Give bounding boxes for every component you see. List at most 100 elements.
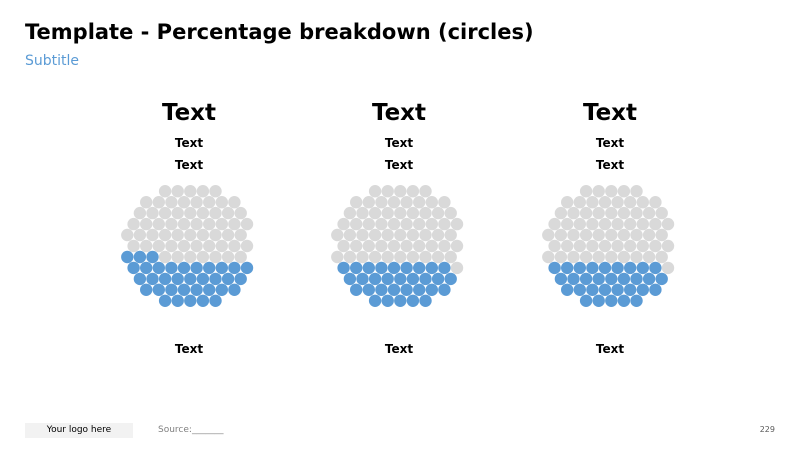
empty-circle xyxy=(611,217,624,231)
empty-circle xyxy=(387,239,401,253)
empty-circle xyxy=(592,250,605,264)
filled-circle xyxy=(337,261,350,275)
filled-circle xyxy=(121,250,134,264)
empty-circle xyxy=(368,206,382,220)
empty-circle xyxy=(184,206,197,220)
filled-circle xyxy=(368,272,382,286)
empty-circle xyxy=(655,206,668,220)
empty-circle xyxy=(171,185,184,198)
column-text-line-2: Text xyxy=(384,158,414,172)
empty-circle xyxy=(661,239,675,253)
empty-circle xyxy=(548,239,561,253)
empty-circle xyxy=(548,217,561,231)
filled-circle xyxy=(649,283,662,296)
filled-circle xyxy=(196,294,210,307)
empty-circle xyxy=(394,206,407,220)
empty-circle xyxy=(234,228,247,242)
empty-circle xyxy=(617,206,631,220)
page-number: 229 xyxy=(759,425,775,434)
page-subtitle: Subtitle xyxy=(25,53,80,69)
empty-circle xyxy=(636,239,649,253)
empty-circle xyxy=(177,196,191,209)
column-footer-text: Text xyxy=(595,342,625,356)
empty-circle xyxy=(431,228,445,242)
filled-circle xyxy=(240,261,254,275)
filled-circle xyxy=(419,272,432,286)
empty-circle xyxy=(215,196,228,209)
filled-circle xyxy=(228,261,241,275)
empty-circle xyxy=(605,250,618,264)
empty-circle xyxy=(196,250,210,264)
empty-circle xyxy=(611,239,624,253)
empty-circle xyxy=(400,196,413,209)
empty-circle xyxy=(598,239,612,253)
column-text-line-1: Text xyxy=(174,136,204,150)
empty-circle xyxy=(438,196,451,209)
empty-circle xyxy=(554,206,568,220)
filled-circle xyxy=(624,261,637,275)
filled-circle xyxy=(630,294,643,307)
empty-circle xyxy=(387,196,401,209)
empty-circle xyxy=(431,250,445,264)
empty-circle xyxy=(209,206,222,220)
filled-circle xyxy=(561,283,574,296)
empty-circle xyxy=(649,217,662,231)
empty-circle xyxy=(350,239,363,253)
empty-circle xyxy=(624,196,637,209)
column-text-line-1: Text xyxy=(384,136,414,150)
empty-circle xyxy=(406,185,420,198)
breakdown-column-3: Text Text Text Text xyxy=(530,98,690,356)
empty-circle xyxy=(630,185,643,198)
empty-circle xyxy=(419,228,432,242)
empty-circle xyxy=(592,185,605,198)
empty-circle xyxy=(127,217,140,231)
empty-circle xyxy=(617,185,631,198)
empty-circle xyxy=(561,217,574,231)
empty-circle xyxy=(444,250,457,264)
empty-circle xyxy=(152,239,165,253)
empty-circle xyxy=(184,228,197,242)
empty-circle xyxy=(234,206,247,220)
empty-circle xyxy=(636,196,649,209)
filled-circle xyxy=(649,261,662,275)
filled-circle xyxy=(636,261,649,275)
empty-circle xyxy=(221,228,235,242)
filled-circle xyxy=(234,272,247,286)
filled-circle xyxy=(343,272,357,286)
empty-circle xyxy=(400,217,413,231)
empty-circle xyxy=(406,206,420,220)
column-heading: Text xyxy=(161,100,217,126)
empty-circle xyxy=(617,250,631,264)
empty-circle xyxy=(171,250,184,264)
empty-circle xyxy=(611,196,624,209)
empty-circle xyxy=(387,217,401,231)
empty-circle xyxy=(630,206,643,220)
empty-circle xyxy=(343,250,357,264)
empty-circle xyxy=(425,196,438,209)
empty-circle xyxy=(209,250,222,264)
filled-circle xyxy=(215,261,228,275)
filled-circle xyxy=(350,283,363,296)
empty-circle xyxy=(617,228,631,242)
empty-circle xyxy=(598,196,612,209)
column-heading: Text xyxy=(371,100,427,126)
filled-circle xyxy=(598,261,612,275)
filled-circle xyxy=(184,272,197,286)
filled-circle xyxy=(140,283,153,296)
empty-circle xyxy=(209,228,222,242)
filled-circle xyxy=(605,294,618,307)
column-footer-text: Text xyxy=(174,342,204,356)
empty-circle xyxy=(661,217,675,231)
empty-circle xyxy=(573,239,586,253)
empty-circle xyxy=(592,206,605,220)
empty-circle xyxy=(573,217,586,231)
filled-circle xyxy=(636,283,649,296)
filled-circle xyxy=(375,283,388,296)
empty-circle xyxy=(630,250,643,264)
empty-circle xyxy=(165,239,178,253)
filled-circle xyxy=(586,283,599,296)
circle-grid xyxy=(121,185,254,307)
empty-circle xyxy=(375,239,388,253)
filled-circle xyxy=(567,272,580,286)
column-heading: Text xyxy=(582,100,638,126)
